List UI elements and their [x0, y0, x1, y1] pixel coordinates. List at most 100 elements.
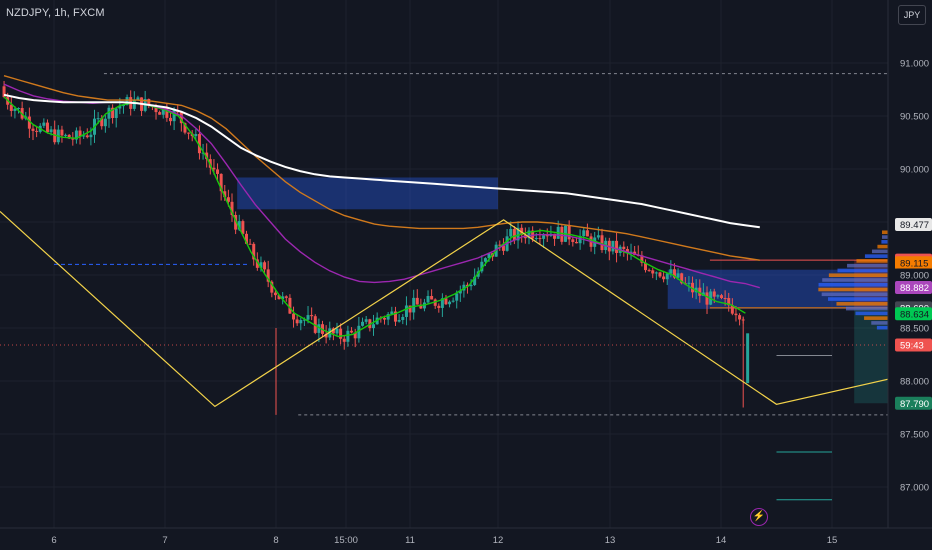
candle-body [647, 270, 651, 272]
ema-layer [3, 75, 760, 338]
candle-body [241, 221, 245, 234]
candle-body [430, 296, 434, 300]
candle-body [255, 259, 259, 268]
candle-body [350, 330, 354, 333]
candle-body [662, 276, 666, 280]
y-tick-label: 88.000 [900, 377, 929, 388]
lightning-icon[interactable]: ⚡ [750, 508, 768, 526]
candle-body [629, 251, 633, 253]
candle-body [437, 305, 441, 308]
candle-body [281, 296, 285, 300]
candle-body [538, 237, 542, 239]
price-tag-bg [895, 307, 932, 321]
volume-profile-bar [864, 316, 888, 320]
volume-profile-bar [855, 311, 888, 316]
candle-body [100, 118, 104, 127]
candle-body [412, 297, 416, 313]
candle-body [611, 240, 615, 252]
candle-body [107, 107, 111, 119]
candle-body [596, 235, 600, 238]
x-tick-label: 7 [162, 535, 167, 546]
candle-body [397, 319, 401, 322]
candle-body [183, 123, 187, 133]
volume-profile-bar [871, 321, 888, 325]
volume-profile-bar [818, 287, 888, 292]
symbol-title: NZDJPY, 1h, FXCM [6, 7, 105, 19]
price-tag-label: 88.634 [900, 309, 929, 320]
candle-body [408, 305, 412, 313]
candle-body [78, 130, 82, 137]
candle-body [53, 129, 57, 143]
candle-body [676, 273, 680, 278]
candle-body [13, 108, 17, 111]
candle-body [324, 333, 328, 338]
candle-body [458, 290, 462, 294]
volume-profile-bar [822, 278, 888, 282]
candle-body [487, 253, 491, 259]
candle-body [716, 295, 720, 297]
candle-body [545, 235, 549, 237]
candle-body [691, 282, 695, 293]
candle-body [158, 112, 162, 115]
candle-body [531, 230, 535, 239]
candle-body [353, 332, 357, 339]
candle-body [444, 298, 448, 305]
x-tick-label: 14 [716, 535, 727, 546]
candle-body [465, 284, 469, 287]
candle-body [74, 130, 78, 140]
candle-body [734, 313, 738, 316]
candle-body [244, 233, 248, 244]
candle-body [64, 134, 68, 136]
price-tag-bg [895, 321, 932, 335]
volume-profile-bar [881, 240, 888, 244]
price-tag-label: 59:43 [900, 340, 924, 351]
candle-body [277, 295, 281, 300]
price-tag-bg [895, 217, 932, 231]
candle-body [415, 297, 419, 305]
candle-body [448, 301, 452, 305]
candle-body [483, 258, 487, 262]
candle-body [364, 319, 368, 322]
volume-profile-bar [864, 254, 888, 258]
candle-body [512, 228, 516, 241]
candle-body [527, 230, 531, 239]
candle-body [335, 328, 339, 334]
candles-layer [2, 80, 750, 415]
candle-body [230, 201, 234, 215]
volume-profile-bar [845, 306, 888, 311]
candle-body [42, 122, 46, 126]
candle-body [622, 246, 626, 250]
candle-body [216, 169, 220, 174]
candle-body [132, 99, 136, 109]
candle-body [509, 228, 513, 237]
candle-body [27, 116, 31, 129]
candle-body [295, 319, 299, 324]
zigzag-line [0, 210, 932, 408]
volume-profile-bar [871, 249, 888, 254]
candle-body [17, 108, 21, 110]
candle-body [306, 315, 310, 320]
candle-body [201, 152, 205, 154]
y-tick-label: 90.500 [900, 112, 929, 123]
candle-body [615, 240, 619, 253]
candle-body [542, 235, 546, 239]
candle-body [698, 287, 702, 296]
candle-body [426, 296, 430, 303]
time-axis-bg [0, 528, 932, 550]
candle-body [401, 316, 405, 320]
candle-body [516, 227, 520, 241]
candle-body [284, 296, 288, 298]
candle-body [219, 173, 223, 192]
currency-button[interactable]: JPY [898, 5, 926, 25]
candle-body [553, 233, 557, 239]
candle-body [393, 311, 397, 322]
candle-body [223, 191, 227, 198]
ema_green-line [3, 96, 746, 338]
candle-body [669, 269, 673, 274]
x-tick-label: 6 [51, 535, 56, 546]
candle-body [165, 107, 169, 118]
candle-body [746, 333, 750, 384]
candle-body [35, 130, 39, 132]
